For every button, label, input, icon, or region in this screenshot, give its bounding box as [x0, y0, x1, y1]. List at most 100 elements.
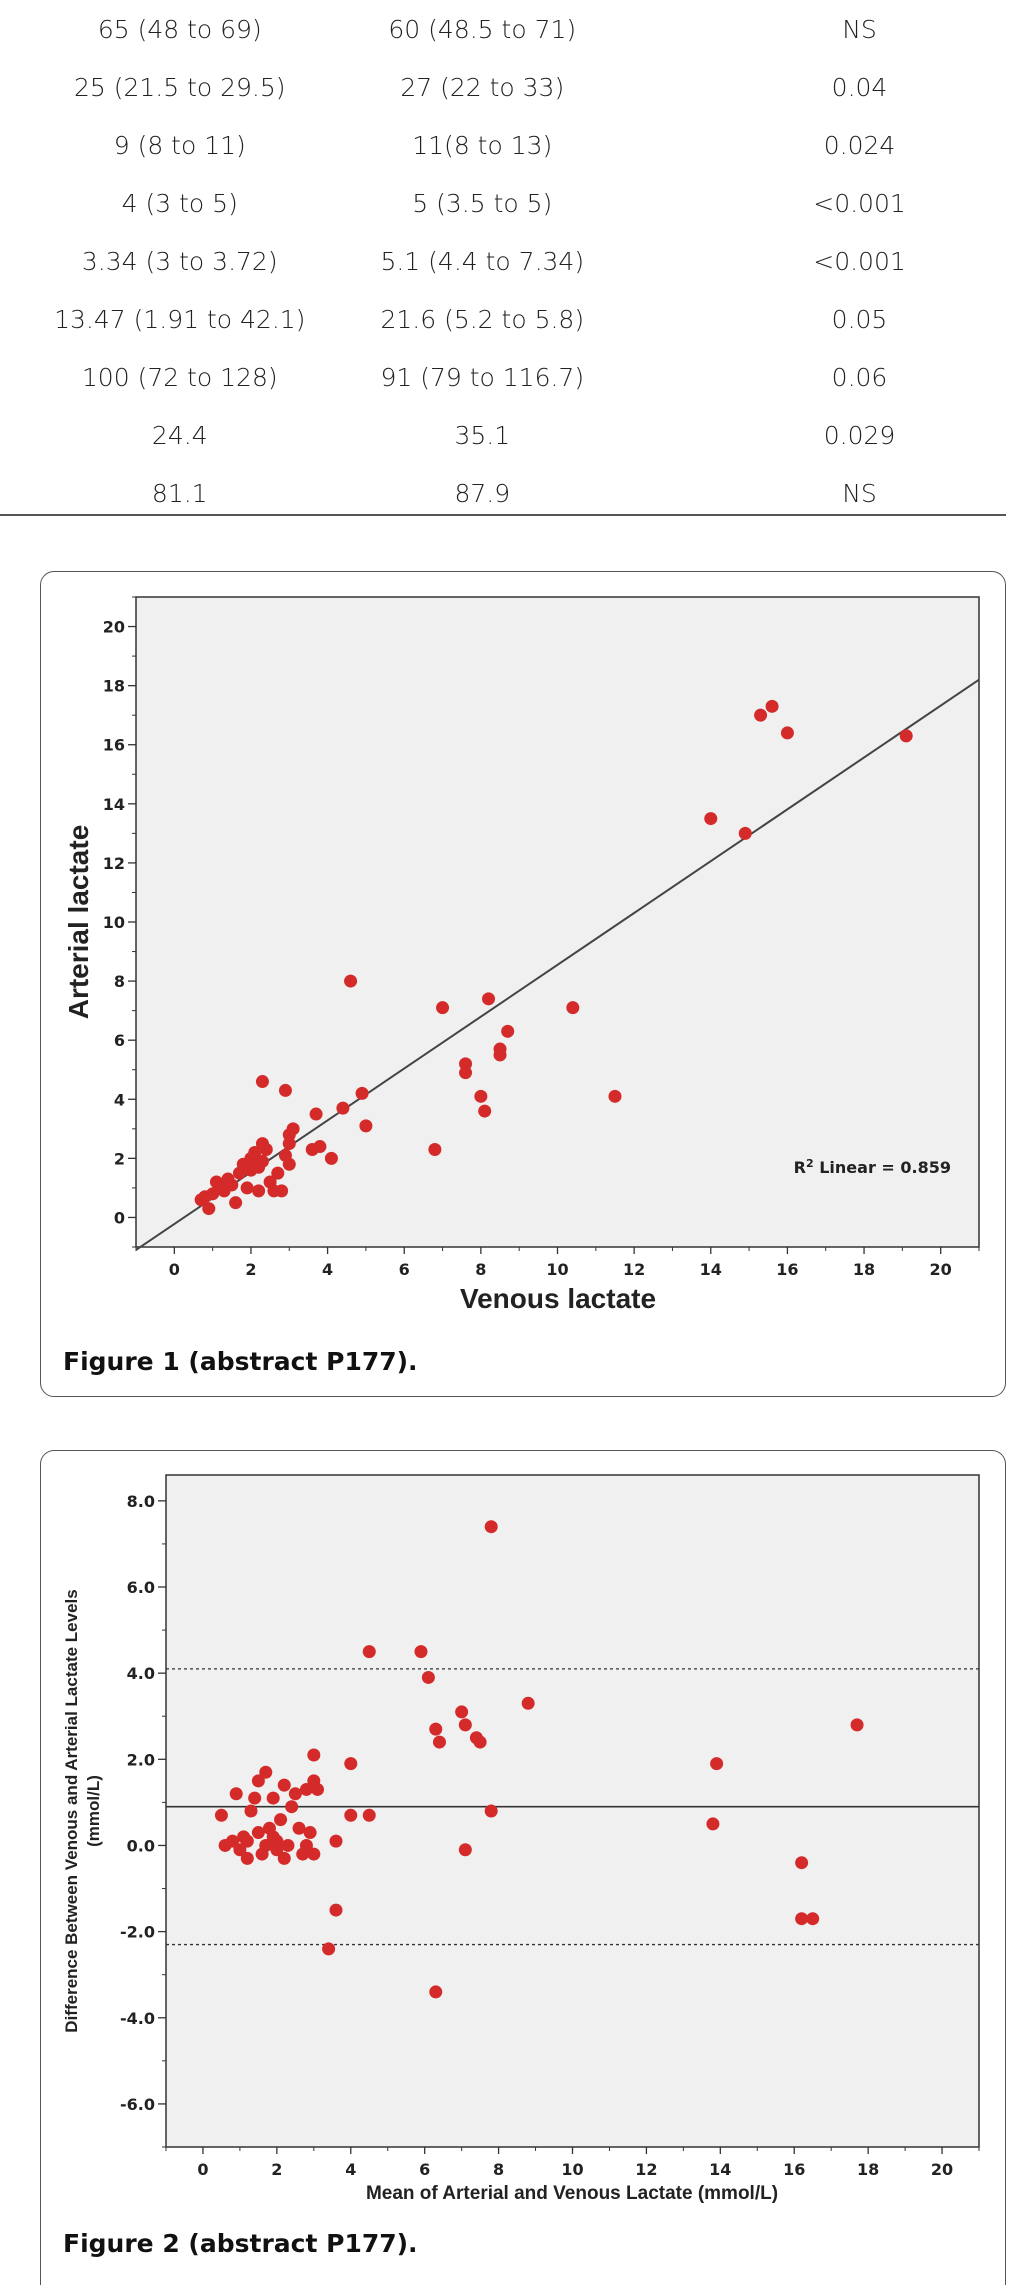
data-point	[259, 1838, 273, 1852]
table-row: 9 (8 to 11) 11(8 to 13) 0.024	[0, 116, 1006, 174]
x-tick-label: 18	[853, 1260, 875, 1279]
data-point	[521, 1696, 535, 1710]
data-point	[225, 1178, 239, 1192]
data-point	[432, 1735, 446, 1749]
data-point	[266, 1791, 280, 1805]
x-axis-label: Mean of Arterial and Venous Lactate (mmo…	[366, 2183, 778, 2204]
data-point	[313, 1140, 327, 1154]
data-table-section: 65 (48 to 69) 60 (48.5 to 71) NS 25 (21.5 t…	[0, 0, 1024, 522]
x-tick-label: 6	[399, 1260, 410, 1279]
figure-2-chart: 0 2 4 6 8 10 12 14 16 18 20 -6.0 -4.0 -2.0 0.0 2.0 4.0 6.…	[62, 1474, 980, 2204]
table-cell: 27 (22 to 33)	[400, 72, 565, 102]
data-point	[299, 1782, 313, 1796]
data-point	[459, 1066, 473, 1080]
data-point	[282, 1157, 296, 1171]
y-tick-label: 4.0	[127, 1664, 155, 1683]
data-point	[275, 1184, 289, 1198]
data-point	[278, 1083, 292, 1097]
data-point	[229, 1196, 243, 1210]
data-point	[214, 1808, 228, 1822]
data-point	[277, 1851, 291, 1865]
y-tick-label: 0.0	[127, 1836, 155, 1855]
table-cell: 5 (3.5 to 5)	[412, 188, 553, 218]
data-point	[478, 1104, 492, 1118]
data-point	[501, 1024, 515, 1038]
table-row: 3.34 (3 to 3.72) 5.1 (4.4 to 7.34) <0.001	[0, 232, 1006, 290]
y-tick-label: 2	[114, 1149, 125, 1168]
figure-2-panel: 0 2 4 6 8 10 12 14 16 18 20 -6.0 -4.0 -2.0 0.0 2.0 4.0 6.…	[40, 1450, 1006, 2285]
x-tick-label: 10	[561, 2160, 583, 2179]
table-cell: 60 (48.5 to 71)	[388, 14, 577, 44]
data-point	[780, 726, 794, 740]
table-cell: 13.47 (1.91 to 42.1)	[54, 304, 306, 334]
data-point	[202, 1202, 216, 1216]
data-point	[359, 1119, 373, 1133]
y-tick-label: 2.0	[127, 1750, 155, 1769]
table-cell: 0.029	[823, 420, 896, 450]
y-tick-label: -2.0	[120, 1923, 155, 1942]
data-point	[286, 1122, 300, 1136]
x-tick-label: 2	[271, 2160, 282, 2179]
data-point	[428, 1143, 442, 1156]
y-tick-label: 20	[103, 618, 125, 637]
x-tick-label: 10	[546, 1260, 568, 1279]
data-point	[311, 1782, 325, 1796]
data-point	[344, 974, 358, 988]
figure-2-caption: Figure 2 (abstract P177).	[63, 2229, 418, 2258]
data-point	[307, 1748, 321, 1762]
y-tick-label: -6.0	[120, 2095, 155, 2114]
table-cell: 24.4	[151, 420, 208, 450]
data-point	[458, 1718, 472, 1732]
table-row: 25 (21.5 to 29.5) 27 (22 to 33) 0.04	[0, 58, 1006, 116]
data-point	[329, 1903, 343, 1917]
data-point	[240, 1834, 254, 1848]
data-point	[248, 1145, 262, 1159]
data-point	[322, 1942, 336, 1956]
table-cell: 4 (3 to 5)	[121, 188, 238, 218]
data-point	[850, 1718, 864, 1732]
data-point	[482, 992, 496, 1006]
y-tick-label: 4	[114, 1090, 125, 1109]
data-point	[271, 1166, 285, 1180]
data-point	[484, 1804, 498, 1818]
x-tick-label: 12	[623, 1260, 645, 1279]
data-point	[226, 1834, 240, 1848]
data-point	[274, 1813, 288, 1827]
table-cell: 100 (72 to 128)	[81, 362, 278, 392]
table-cell: 81.1	[151, 478, 208, 508]
x-tick-label: 8	[475, 1260, 486, 1279]
data-point	[706, 1817, 720, 1831]
y-tick-label: -4.0	[120, 2009, 155, 2028]
data-point	[240, 1851, 254, 1865]
x-tick-label: 8	[493, 2160, 504, 2179]
table-cell: 91 (79 to 116.7)	[380, 362, 585, 392]
y-tick-label: 0	[114, 1208, 125, 1227]
data-point	[251, 1774, 265, 1788]
data-point	[473, 1735, 487, 1749]
x-tick-label: 16	[783, 2160, 805, 2179]
y-tick-label: 16	[103, 736, 125, 755]
y-axis-label: Arterial lactate	[63, 825, 94, 1020]
y-tick-label: 18	[103, 677, 125, 696]
x-tick-label: 12	[635, 2160, 657, 2179]
data-point	[270, 1834, 284, 1848]
data-point	[474, 1089, 488, 1103]
table-cell: <0.001	[813, 188, 906, 218]
table-row: 65 (48 to 69) 60 (48.5 to 71) NS	[0, 0, 1006, 58]
table-cell: 87.9	[454, 478, 511, 508]
data-point	[362, 1808, 376, 1822]
y-tick-label: 6	[114, 1031, 125, 1050]
table-bottom-rule	[0, 514, 1006, 516]
x-tick-label: 0	[169, 1260, 180, 1279]
data-point	[899, 729, 913, 743]
data-point	[455, 1705, 469, 1719]
y-tick-label: 8.0	[127, 1492, 155, 1511]
data-point	[754, 708, 768, 722]
table-row: 100 (72 to 128) 91 (79 to 116.7) 0.06	[0, 348, 1006, 406]
data-point	[240, 1181, 254, 1195]
data-point	[738, 826, 752, 840]
data-point	[344, 1808, 358, 1822]
data-point	[608, 1089, 622, 1103]
data-point	[806, 1912, 820, 1926]
table-cell: 3.34 (3 to 3.72)	[81, 246, 278, 276]
